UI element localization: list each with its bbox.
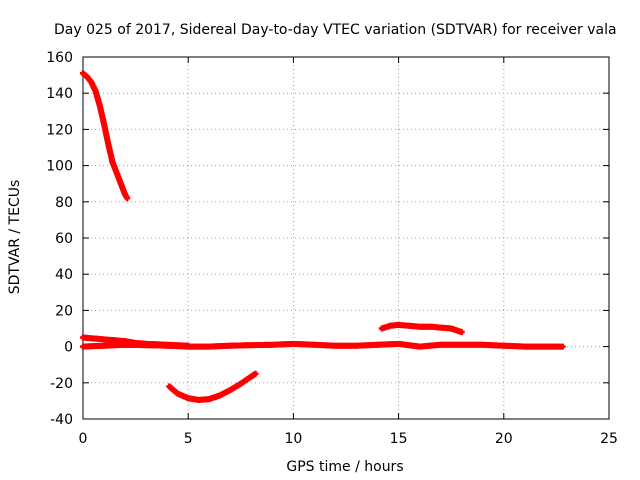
x-tick-label: 5 [184, 431, 193, 447]
data-point [124, 195, 131, 202]
data-series [80, 70, 566, 403]
y-tick-label: 0 [64, 340, 73, 356]
x-axis-title: GPS time / hours [286, 459, 403, 475]
series-arc-mid [378, 321, 465, 336]
x-tick-label: 10 [284, 431, 302, 447]
y-tick-label: -40 [50, 412, 73, 428]
y-tick-label: 80 [55, 195, 73, 211]
axis-ticks: 0 5 10 15 20 25 -40 -20 0 20 40 60 80 100 120 140 160 [46, 50, 618, 447]
data-point [252, 370, 259, 377]
x-tick-label: 20 [495, 431, 513, 447]
y-tick-label: 120 [46, 122, 73, 138]
chart-title: Day 025 of 2017, Sidereal Day-to-day VTE… [54, 22, 617, 38]
x-tick-label: 0 [79, 431, 88, 447]
series-baseline-main [80, 340, 566, 350]
x-tick-label: 15 [390, 431, 408, 447]
data-point [559, 343, 566, 350]
y-tick-label: 140 [46, 86, 73, 102]
y-tick-label: 40 [55, 267, 73, 283]
y-tick-label: 160 [46, 50, 73, 66]
y-tick-label: 100 [46, 159, 73, 175]
y-tick-label: 20 [55, 303, 73, 319]
data-point [458, 329, 465, 336]
grid-lines [83, 57, 609, 419]
y-tick-label: -20 [50, 376, 73, 392]
x-tick-label: 25 [600, 431, 618, 447]
series-arc-high [80, 70, 131, 202]
plot-frame [82, 56, 610, 420]
y-tick-label: 60 [55, 231, 73, 247]
series-arc-low [166, 370, 259, 403]
y-axis-title: SDTVAR / TECUs [7, 180, 23, 295]
